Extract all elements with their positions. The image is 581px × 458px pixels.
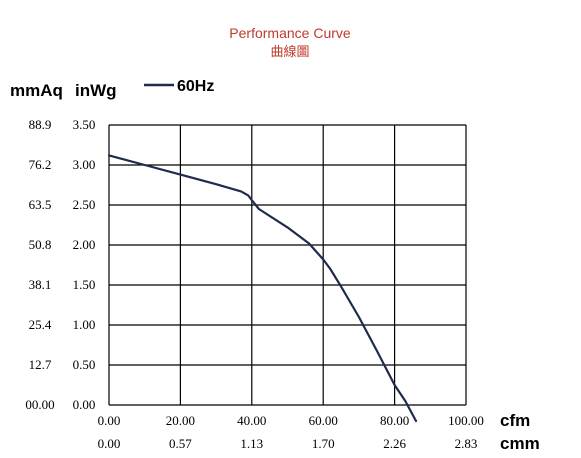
y-tick-label-mmaq: 50.8	[29, 237, 52, 252]
y-tick-label-inwg: 2.50	[73, 197, 96, 212]
x-tick-label-cmm: 0.57	[169, 436, 192, 451]
chart-subtitle: 曲線圖	[270, 44, 309, 59]
grid	[108, 124, 467, 406]
y-tick-label-mmaq: 38.1	[29, 277, 52, 292]
x-tick-label-cmm: 1.70	[312, 436, 335, 451]
legend-label: 60Hz	[177, 78, 214, 95]
y-tick-label-mmaq: 88.9	[29, 117, 52, 132]
x-axis-label-cmm: cmm	[500, 434, 540, 453]
y-tick-label-mmaq: 76.2	[29, 157, 52, 172]
x-tick-label-cfm: 80.00	[380, 413, 409, 428]
x-tick-label-cmm: 2.83	[455, 436, 478, 451]
y-tick-label-inwg: 0.50	[73, 357, 96, 372]
x-tick-label-cmm: 0.00	[98, 436, 121, 451]
y-tick-label-inwg: 3.00	[73, 157, 96, 172]
y-tick-label-mmaq: 00.00	[25, 397, 54, 412]
x-tick-label-cfm: 40.00	[237, 413, 266, 428]
y-tick-label-mmaq: 25.4	[29, 317, 52, 332]
y-tick-label-mmaq: 63.5	[29, 197, 52, 212]
tick-labels: 88.9 3.50 76.2 3.00 63.5 2.50 50.8 2.00 38.1 1.50…	[25, 117, 484, 451]
y-axis-label-mmaq: mmAq	[10, 81, 63, 100]
y-tick-label-inwg: 1.50	[73, 277, 96, 292]
x-tick-label-cfm: 20.00	[166, 413, 195, 428]
x-tick-label-cmm: 1.13	[240, 436, 263, 451]
x-tick-label-cfm: 100.00	[448, 413, 484, 428]
chart-title: Performance Curve	[229, 25, 351, 41]
y-tick-label-inwg: 1.00	[73, 317, 96, 332]
x-axis-label-cfm: cfm	[500, 411, 530, 430]
x-tick-label-cfm: 0.00	[98, 413, 121, 428]
series-layer	[107, 154, 418, 423]
y-axis-label-inwg: inWg	[75, 81, 117, 100]
x-tick-label-cfm: 60.00	[309, 413, 338, 428]
series-line-60Hz	[107, 154, 418, 423]
y-tick-label-mmaq: 12.7	[29, 357, 52, 372]
y-tick-label-inwg: 3.50	[73, 117, 96, 132]
x-tick-label-cmm: 2.26	[383, 436, 406, 451]
y-tick-label-inwg: 2.00	[73, 237, 96, 252]
y-tick-label-inwg: 0.00	[73, 397, 96, 412]
